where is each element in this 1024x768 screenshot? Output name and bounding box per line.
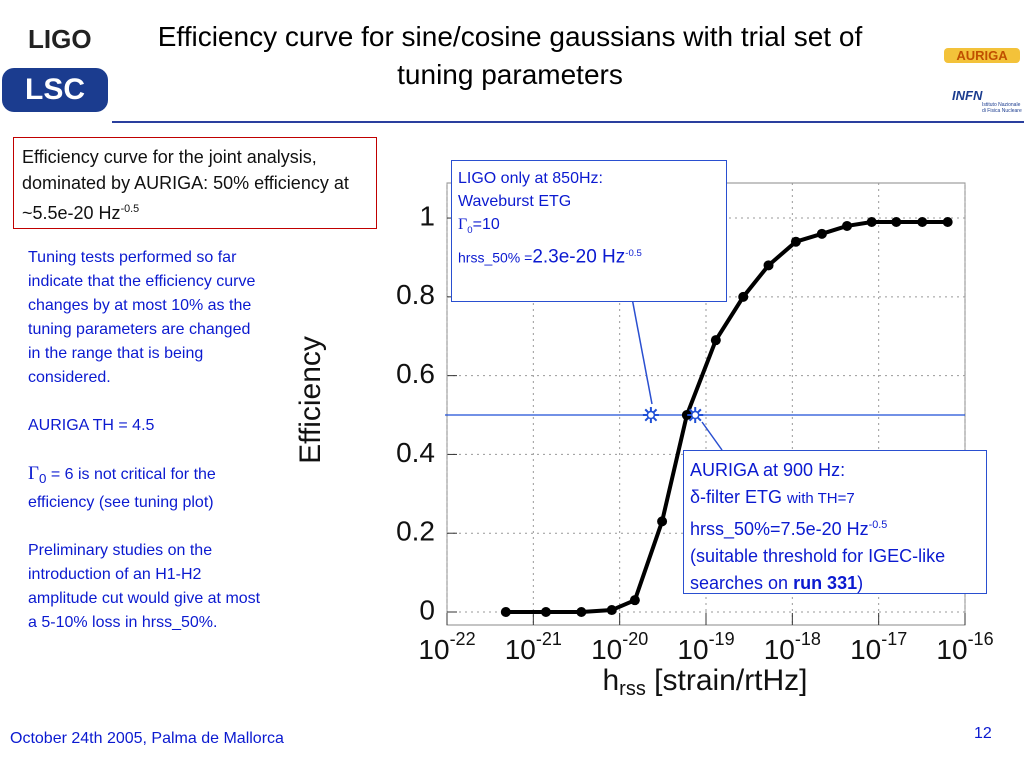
note-text: = 6 is not critical for the efficiency (… <box>28 466 216 512</box>
x-tick-base: 10 <box>591 634 622 665</box>
data-point <box>866 217 877 227</box>
note: Preliminary studies on the introduction … <box>28 542 261 632</box>
gamma: Γ <box>458 216 468 233</box>
callout-line: AURIGA at 900 Hz: <box>690 460 846 480</box>
data-point <box>576 607 587 617</box>
gamma-sub: 0 <box>38 471 47 487</box>
data-point <box>657 516 668 527</box>
x-tick-label: 10-21 <box>505 629 562 666</box>
data-point <box>738 291 749 302</box>
ligo-callout: LIGO only at 850Hz: Waveburst ETG Γ0=10 … <box>451 160 727 302</box>
callout-line: Waveburst ETG <box>458 193 572 210</box>
data-point <box>816 228 827 239</box>
footer: October 24th 2005, Palma de Mallorca <box>10 730 284 747</box>
callout-text: hrss_50%=7.5e-20 Hz <box>690 519 869 539</box>
data-point <box>917 217 928 227</box>
x-tick-label: 10-18 <box>764 629 821 666</box>
y-tick-label: 0.8 <box>396 279 435 310</box>
header-rule <box>112 121 1024 123</box>
x-tick-label: 10-22 <box>418 629 475 666</box>
x-tick-base: 10 <box>764 634 795 665</box>
auriga-callout: AURIGA at 900 Hz: δ-filter ETG with TH=7… <box>683 450 987 594</box>
data-point <box>763 260 774 271</box>
data-point <box>606 605 617 616</box>
x-axis-label-main: h <box>602 664 619 697</box>
y-tick-label: 1 <box>419 200 435 231</box>
hrss-value: 2.3e-20 Hz <box>532 246 626 268</box>
star-center <box>690 410 700 420</box>
star-marker <box>687 407 704 424</box>
hrss-exponent: -0.5 <box>625 248 642 260</box>
x-tick-base: 10 <box>418 634 449 665</box>
star-center <box>646 410 656 420</box>
auriga-logo: AURIGA <box>944 48 1020 63</box>
callout-line: Γ0=10 <box>458 213 720 242</box>
infn-logo: INFN <box>952 88 983 103</box>
callout-line: (suitable threshold for IGEC-like search… <box>690 543 980 597</box>
y-axis-label: Efficiency <box>294 336 327 464</box>
x-tick-exponent: -17 <box>881 629 907 649</box>
summary-box: Efficiency curve for the joint analysis,… <box>13 137 377 229</box>
x-tick-exponent: -19 <box>709 629 735 649</box>
data-point <box>540 607 551 617</box>
hrss-label: hrss_50% = <box>458 249 533 266</box>
callout-text: ) <box>857 573 864 593</box>
data-point <box>710 335 721 346</box>
callout-line: hrss_50% =2.3e-20 Hz-0.5 <box>458 242 720 269</box>
callout-exponent: -0.5 <box>868 519 888 531</box>
data-point <box>942 217 953 227</box>
y-tick-label: 0.2 <box>396 516 435 547</box>
summary-text: Efficiency curve for the joint analysis,… <box>22 147 349 223</box>
infn-subtitle: Istituto Nazionale di Fisica Nucleare <box>982 102 1022 114</box>
x-tick-base: 10 <box>677 634 708 665</box>
x-axis-label-sub: rss <box>619 678 646 700</box>
x-tick-label: 10-17 <box>850 629 907 666</box>
gamma-sub: 0 <box>467 225 473 237</box>
slide-title: Efficiency curve for sine/cosine gaussia… <box>157 21 863 90</box>
note: Γ0 = 6 is not critical for the efficienc… <box>28 462 264 515</box>
lsc-logo: LSC <box>2 68 108 112</box>
x-tick-base: 10 <box>505 634 536 665</box>
data-point <box>842 220 853 231</box>
x-tick-label: 10-16 <box>936 629 993 666</box>
callout-text: with TH=7 <box>787 490 855 507</box>
x-axis-label: hrss [strain/rtHz] <box>602 664 807 700</box>
data-point <box>681 410 692 421</box>
x-tick-exponent: -22 <box>450 629 476 649</box>
x-tick-label: 10-20 <box>591 629 648 666</box>
y-tick-label: 0.6 <box>396 358 435 389</box>
gamma: Γ <box>28 463 39 484</box>
x-tick-exponent: -16 <box>968 629 994 649</box>
callout-line: hrss_50%=7.5e-20 Hz-0.5 <box>690 512 980 543</box>
callout-line: LIGO only at 850Hz: <box>458 170 603 187</box>
ligo-logo: LIGO <box>28 24 92 54</box>
callout-text: (suitable threshold for IGEC-like search… <box>690 546 946 593</box>
callout-line: δ-filter ETG with TH=7 <box>690 484 980 512</box>
summary-exponent: -0.5 <box>120 203 140 215</box>
note: AURIGA TH = 4.5 <box>28 417 155 434</box>
x-tick-base: 10 <box>936 634 967 665</box>
star-marker <box>642 407 659 424</box>
note: Tuning tests performed so far indicate t… <box>28 249 256 386</box>
x-tick-exponent: -20 <box>622 629 648 649</box>
x-tick-exponent: -21 <box>536 629 562 649</box>
data-point <box>891 217 902 227</box>
data-point <box>500 607 511 617</box>
data-point <box>629 595 640 606</box>
x-tick-label: 10-19 <box>677 629 734 666</box>
data-point <box>790 236 801 247</box>
gamma-value: =10 <box>472 216 500 233</box>
page-number: 12 <box>974 725 992 742</box>
callout-bold: run 331 <box>793 573 858 593</box>
x-tick-base: 10 <box>850 634 881 665</box>
x-axis-label-rest: [strain/rtHz] <box>646 664 808 697</box>
y-tick-label: 0.4 <box>396 437 435 468</box>
y-tick-label: 0 <box>419 594 435 625</box>
notes: Tuning tests performed so far indicate t… <box>28 246 264 659</box>
x-tick-exponent: -18 <box>795 629 821 649</box>
callout-text: δ-filter ETG <box>690 487 788 507</box>
